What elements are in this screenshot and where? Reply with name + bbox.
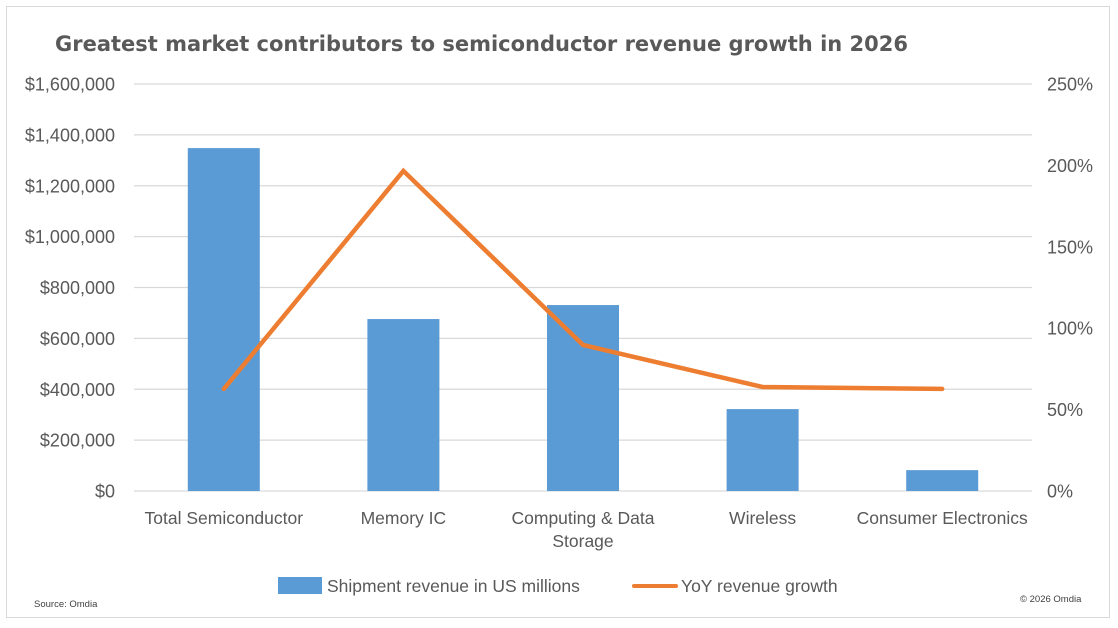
left-tick-label: $1,400,000 — [25, 125, 115, 145]
right-tick-label: 50% — [1047, 400, 1083, 420]
category-label: Wireless — [729, 508, 796, 528]
x-axis: Total Semiconductor Memory IC Computing & … — [145, 508, 1029, 551]
left-tick-label: $800,000 — [40, 278, 115, 298]
left-tick-label: $400,000 — [40, 380, 115, 400]
legend-swatch-bar — [278, 577, 322, 594]
left-axis: $0 $200,000 $400,000 $600,000 $800,000 $1,000… — [25, 75, 115, 502]
left-tick-label: $600,000 — [40, 329, 115, 349]
bar — [726, 409, 799, 491]
category-label: Memory IC — [361, 508, 447, 528]
source-note: Source: Omdia — [34, 599, 98, 610]
category-label: Total Semiconductor — [145, 508, 304, 528]
category-label: Computing & Data — [512, 508, 655, 528]
left-tick-label: $1,000,000 — [25, 227, 115, 247]
right-tick-label: 250% — [1047, 75, 1093, 95]
left-tick-label: $1,200,000 — [25, 176, 115, 196]
line-series — [221, 167, 945, 392]
category-label: Storage — [552, 531, 613, 551]
chart-title: Greatest market contributors to semicond… — [55, 32, 908, 56]
bar — [547, 305, 619, 491]
right-tick-label: 200% — [1047, 156, 1093, 176]
bar — [906, 470, 979, 491]
legend-label-line: YoY revenue growth — [681, 576, 838, 596]
copyright-note: © 2026 Omdia — [1020, 594, 1082, 605]
right-tick-label: 100% — [1047, 319, 1093, 339]
left-tick-label: $0 — [95, 482, 115, 502]
bar — [187, 148, 260, 492]
left-tick-label: $200,000 — [40, 431, 115, 451]
right-axis: 0% 50% 100% 150% 200% 250% — [1047, 75, 1093, 502]
gridlines — [134, 83, 1032, 492]
legend-label-bar: Shipment revenue in US millions — [327, 576, 580, 596]
bar — [367, 319, 440, 491]
bar-series — [187, 148, 979, 492]
legend: Shipment revenue in US millions YoY reve… — [278, 576, 838, 596]
category-label: Consumer Electronics — [857, 508, 1028, 528]
right-tick-label: 0% — [1047, 482, 1073, 502]
right-tick-label: 150% — [1047, 237, 1093, 257]
left-tick-label: $1,600,000 — [25, 75, 115, 95]
